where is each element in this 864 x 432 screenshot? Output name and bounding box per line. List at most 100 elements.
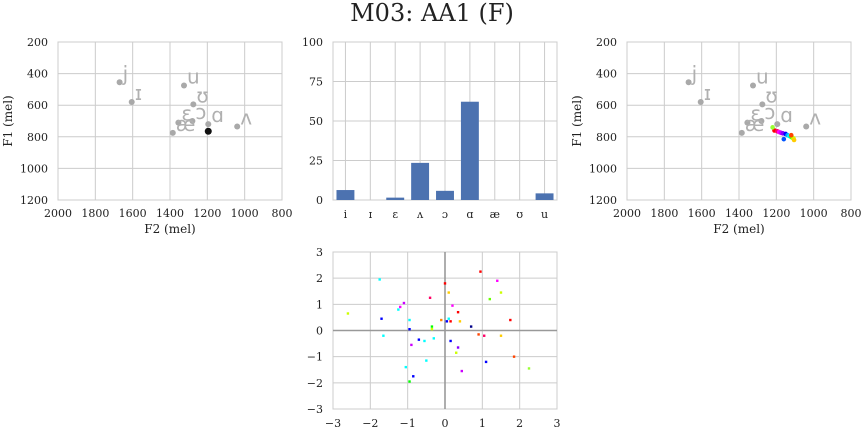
latent-point bbox=[477, 333, 480, 336]
x-tick-label: u bbox=[541, 208, 548, 221]
y-axis-label: F1 (mel) bbox=[1, 95, 15, 146]
vowel-point bbox=[189, 118, 196, 124]
vowel-label: ɛ bbox=[750, 102, 761, 126]
y-tick-label: 25 bbox=[309, 155, 323, 168]
bar bbox=[386, 197, 405, 200]
x-tick-label: −3 bbox=[325, 417, 341, 430]
y-tick-label: 200 bbox=[596, 36, 617, 49]
latent-point bbox=[430, 325, 434, 328]
y-tick-label: 0 bbox=[316, 194, 323, 207]
x-tick-label: ɔ bbox=[442, 208, 448, 221]
latent-point bbox=[382, 334, 385, 337]
latent-point bbox=[445, 320, 449, 323]
x-axis-label: F2 (mel) bbox=[144, 222, 195, 236]
x-tick-label: ɑ bbox=[466, 208, 473, 221]
latent-point bbox=[428, 296, 432, 299]
vowel-label: ɛ bbox=[181, 102, 192, 126]
latent-point bbox=[483, 334, 486, 337]
latent-point bbox=[423, 339, 426, 343]
latent-point bbox=[440, 318, 443, 322]
latent-point bbox=[408, 318, 411, 322]
latent-point bbox=[484, 360, 488, 364]
vowel-point bbox=[181, 82, 187, 89]
latent-point bbox=[402, 301, 406, 305]
vowel-space-left-panel: 2000 1800 1600 1400 1200 1000 800 200 400 600 800 1… bbox=[1, 36, 293, 236]
vowel-point bbox=[697, 99, 704, 106]
x-tick-label: 2000 bbox=[613, 207, 641, 220]
y-tick-label: 400 bbox=[596, 68, 617, 81]
figure-title: M03: AA1 (F) bbox=[350, 0, 514, 27]
y-tick-label: 200 bbox=[27, 36, 48, 49]
x-tick-label: 1000 bbox=[231, 207, 259, 220]
vowel-point bbox=[759, 101, 766, 108]
trajectory-point bbox=[791, 137, 797, 143]
vowel-label: æ bbox=[745, 112, 765, 136]
latent-point bbox=[455, 351, 458, 354]
vowel-trajectory-panel: 2000 1800 1600 1400 1200 1000 800 200 400 600 800 1… bbox=[570, 36, 862, 236]
y-tick-label: 50 bbox=[309, 115, 323, 128]
latent-point bbox=[432, 337, 435, 340]
latent-point bbox=[458, 320, 462, 323]
vowel-label: ɑ bbox=[780, 103, 793, 127]
vowel-probability-bar-panel: 0 25 50 75 100 i ɪ ɛ ʌ ɔ ɑ æ ʊ u bbox=[302, 36, 558, 221]
bar bbox=[436, 190, 454, 200]
vowel-point bbox=[774, 121, 781, 128]
x-tick-label: 1 bbox=[479, 417, 486, 430]
latent-point bbox=[408, 327, 411, 331]
bar bbox=[535, 193, 554, 200]
vowel-label: ʊ bbox=[765, 83, 777, 107]
latent-scatter-panel: −3−3 −2 −2 −1 −1 0 0 1 1 2 2 3 3 bbox=[307, 246, 561, 430]
y-tick-label: 1200 bbox=[589, 194, 617, 207]
x-tick-label: 0 bbox=[442, 417, 449, 430]
x-tick-label: ʌ bbox=[416, 208, 424, 221]
vowel-point bbox=[169, 129, 176, 136]
x-tick-label: 3 bbox=[554, 417, 561, 430]
latent-point bbox=[460, 369, 463, 373]
vowel-label: æ bbox=[176, 112, 196, 136]
y-axis-label: F1 (mel) bbox=[570, 95, 584, 146]
latent-point bbox=[399, 305, 402, 309]
y-tick-label: 1000 bbox=[589, 162, 617, 175]
latent-point bbox=[488, 297, 491, 301]
latent-point bbox=[430, 327, 434, 331]
latent-point bbox=[527, 367, 531, 370]
x-tick-label: ʊ bbox=[516, 208, 523, 221]
vowel-point bbox=[738, 129, 745, 136]
x-tick-label: −2 bbox=[362, 417, 378, 430]
y-tick-label: 1200 bbox=[20, 194, 48, 207]
x-tick-label: 1200 bbox=[762, 207, 790, 220]
x-tick-label: −1 bbox=[400, 417, 416, 430]
y-tick-label: 600 bbox=[27, 99, 48, 112]
latent-point bbox=[496, 279, 499, 282]
x-axis-label: F2 (mel) bbox=[713, 222, 764, 236]
latent-point bbox=[447, 291, 450, 294]
x-tick-label: 1000 bbox=[800, 207, 828, 220]
vowel-point bbox=[750, 82, 756, 89]
latent-point bbox=[408, 380, 411, 383]
trajectory-point bbox=[781, 136, 787, 142]
bar bbox=[336, 190, 355, 200]
x-tick-label: 1800 bbox=[650, 207, 678, 220]
latent-point bbox=[447, 317, 450, 320]
vowel-label: u bbox=[187, 64, 200, 88]
vowel-point bbox=[234, 123, 241, 130]
vowel-label: ɪ bbox=[135, 81, 142, 105]
latent-point bbox=[479, 270, 482, 273]
latent-point bbox=[451, 304, 454, 307]
vowel-label: ɪ bbox=[704, 81, 711, 105]
vowel-point bbox=[205, 121, 212, 128]
latent-point bbox=[512, 355, 516, 358]
latent-point bbox=[410, 343, 413, 347]
vowel-point bbox=[128, 99, 135, 106]
y-tick-label: −1 bbox=[307, 351, 323, 364]
y-tick-label: 1 bbox=[316, 298, 323, 311]
x-tick-label: 1600 bbox=[119, 207, 147, 220]
vowel-point bbox=[685, 79, 692, 86]
trajectory-point bbox=[788, 132, 794, 138]
x-tick-label: ɛ bbox=[392, 208, 398, 221]
latent-point bbox=[404, 365, 407, 369]
vowel-label: ʊ bbox=[196, 83, 208, 107]
y-tick-label: 400 bbox=[27, 68, 48, 81]
latent-point bbox=[499, 334, 503, 337]
bar bbox=[460, 101, 479, 200]
